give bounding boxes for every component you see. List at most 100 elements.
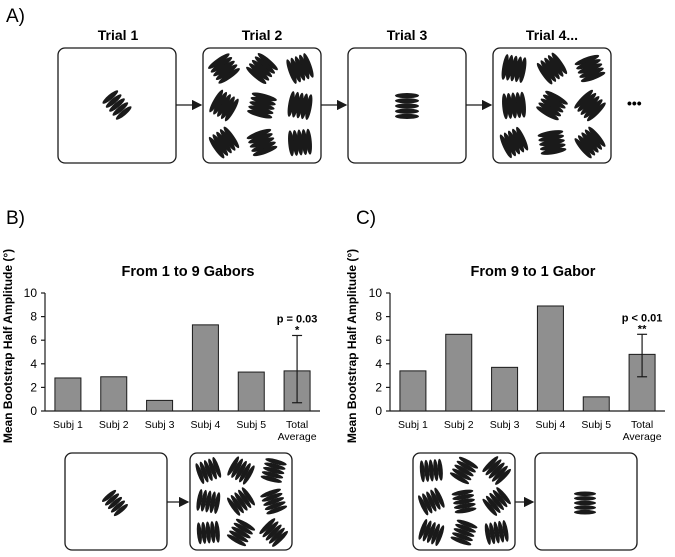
gabor-element xyxy=(210,521,216,544)
gabor-element xyxy=(264,501,286,511)
gabor-element xyxy=(257,52,278,71)
gabor-element xyxy=(251,59,273,78)
trial-1-label: Trial 1 xyxy=(98,27,139,43)
gabor-element xyxy=(395,113,419,119)
gabor-element xyxy=(536,106,559,121)
gabor-element xyxy=(263,466,285,475)
gabor-element xyxy=(259,518,276,535)
gabor-element xyxy=(238,489,252,509)
significance-stars: * xyxy=(295,324,300,336)
trial-4-label: Trial 4... xyxy=(526,27,578,43)
gabor-element xyxy=(489,492,504,511)
gabor-element xyxy=(588,126,606,147)
gabor-element xyxy=(485,495,501,513)
panel-c-letter: C) xyxy=(356,208,376,229)
gabor-element xyxy=(574,509,596,515)
chart-title: From 9 to 1 Gabor xyxy=(471,264,596,280)
gabor-element xyxy=(395,108,419,114)
gabor-element xyxy=(286,59,297,84)
gabor-element xyxy=(102,90,119,104)
gabor-element xyxy=(516,126,529,151)
gabor-element xyxy=(574,138,592,159)
gabor-element xyxy=(220,96,235,120)
gabor-element xyxy=(272,530,288,547)
gabor-stimuli xyxy=(102,52,606,547)
gabor-element xyxy=(422,520,432,542)
trial-3-label: Trial 3 xyxy=(387,27,428,43)
gabor-element xyxy=(537,130,564,138)
gabor-element xyxy=(201,521,207,544)
gabor-element xyxy=(250,96,276,106)
gabor-element xyxy=(510,55,518,82)
gabor-element xyxy=(196,522,202,545)
gabor-element xyxy=(583,99,603,119)
gabor-element xyxy=(224,98,239,122)
x-category-label: Average xyxy=(278,431,317,443)
gabor-element xyxy=(489,522,496,545)
gabor-element xyxy=(498,520,505,543)
gabor-element xyxy=(574,500,596,506)
gabor-element xyxy=(418,519,428,540)
gabor-element xyxy=(213,60,235,77)
gabor-element xyxy=(540,60,557,82)
gabor-element xyxy=(514,56,522,83)
y-tick-label: 2 xyxy=(30,380,37,394)
gabor-element xyxy=(491,465,508,482)
gabor-element xyxy=(539,138,565,147)
gabor-element xyxy=(492,490,508,508)
gabor-element xyxy=(235,518,256,531)
y-tick-label: 8 xyxy=(30,310,37,324)
gabor-element xyxy=(458,456,479,469)
gabor-element xyxy=(422,493,433,514)
x-category-label: Subj 1 xyxy=(53,419,83,431)
bar xyxy=(191,324,219,412)
panel-a-letter: A) xyxy=(6,6,25,27)
gabor-element xyxy=(205,521,211,544)
gabor-element xyxy=(252,145,278,157)
gabor-element xyxy=(249,137,275,148)
gabor-element xyxy=(435,525,445,546)
gabor-element xyxy=(242,465,255,485)
gabor-element xyxy=(538,134,565,142)
gabor-element xyxy=(512,128,525,153)
gabor-element xyxy=(584,129,603,150)
y-tick-label: 4 xyxy=(375,357,382,371)
gabor-element xyxy=(265,458,287,466)
gabor-element xyxy=(248,133,273,144)
gabor-element xyxy=(231,526,251,539)
gabor-element xyxy=(453,502,476,509)
gabor-element xyxy=(235,460,247,481)
gabor-element xyxy=(107,496,123,510)
gabor-element xyxy=(233,522,253,535)
panel-b-letter: B) xyxy=(6,208,25,229)
bar xyxy=(445,333,473,412)
gabor-element xyxy=(218,68,240,84)
gabor-element xyxy=(216,131,232,154)
gabor-element xyxy=(203,460,213,481)
gabor-element xyxy=(299,54,310,80)
gabor-element xyxy=(574,505,596,510)
gabor-element xyxy=(214,492,221,514)
gabor-element xyxy=(305,94,313,120)
gabor-element xyxy=(215,64,238,80)
gabor-element xyxy=(574,491,596,497)
x-category-label: Total xyxy=(631,419,653,431)
gabor-element xyxy=(454,464,474,477)
gabor-element xyxy=(493,521,500,544)
gabor-element xyxy=(545,90,568,105)
gabor-element xyxy=(239,463,251,483)
gabor-element xyxy=(265,524,282,541)
gabor-element xyxy=(226,534,247,547)
gabor-element xyxy=(580,96,600,115)
gabor-element xyxy=(219,129,236,151)
gabor-element xyxy=(196,489,203,511)
gabor-element xyxy=(574,89,594,109)
gabor-element xyxy=(426,522,436,543)
gabor-element xyxy=(246,128,272,140)
gabor-element xyxy=(395,93,419,99)
chart-title: From 1 to 9 Gabors xyxy=(122,264,255,280)
gabor-element xyxy=(287,91,295,117)
gabor-element xyxy=(496,487,511,505)
y-tick-label: 10 xyxy=(24,286,38,300)
gabor-element xyxy=(485,459,502,476)
